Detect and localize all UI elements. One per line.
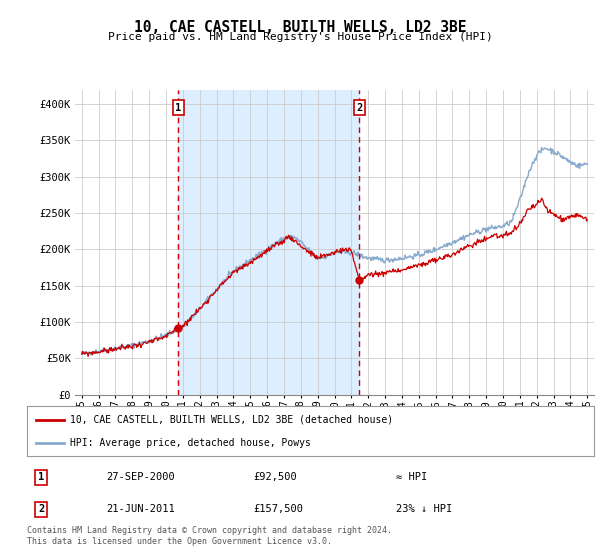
Text: Price paid vs. HM Land Registry's House Price Index (HPI): Price paid vs. HM Land Registry's House … [107,32,493,43]
Text: HPI: Average price, detached house, Powys: HPI: Average price, detached house, Powy… [70,438,310,448]
Text: 23% ↓ HPI: 23% ↓ HPI [395,505,452,515]
Text: £157,500: £157,500 [254,505,304,515]
Text: 10, CAE CASTELL, BUILTH WELLS, LD2 3BE (detached house): 10, CAE CASTELL, BUILTH WELLS, LD2 3BE (… [70,414,392,424]
Text: 10, CAE CASTELL, BUILTH WELLS, LD2 3BE: 10, CAE CASTELL, BUILTH WELLS, LD2 3BE [134,20,466,35]
Text: 1: 1 [38,472,44,482]
Text: 27-SEP-2000: 27-SEP-2000 [106,472,175,482]
Text: 2: 2 [356,103,362,113]
Bar [178,90,359,395]
Text: Contains HM Land Registry data © Crown copyright and database right 2024.
This d: Contains HM Land Registry data © Crown c… [27,526,392,546]
Text: £92,500: £92,500 [254,472,298,482]
Text: 21-JUN-2011: 21-JUN-2011 [106,505,175,515]
Text: 1: 1 [175,103,182,113]
Text: 2: 2 [38,505,44,515]
Text: ≈ HPI: ≈ HPI [395,472,427,482]
